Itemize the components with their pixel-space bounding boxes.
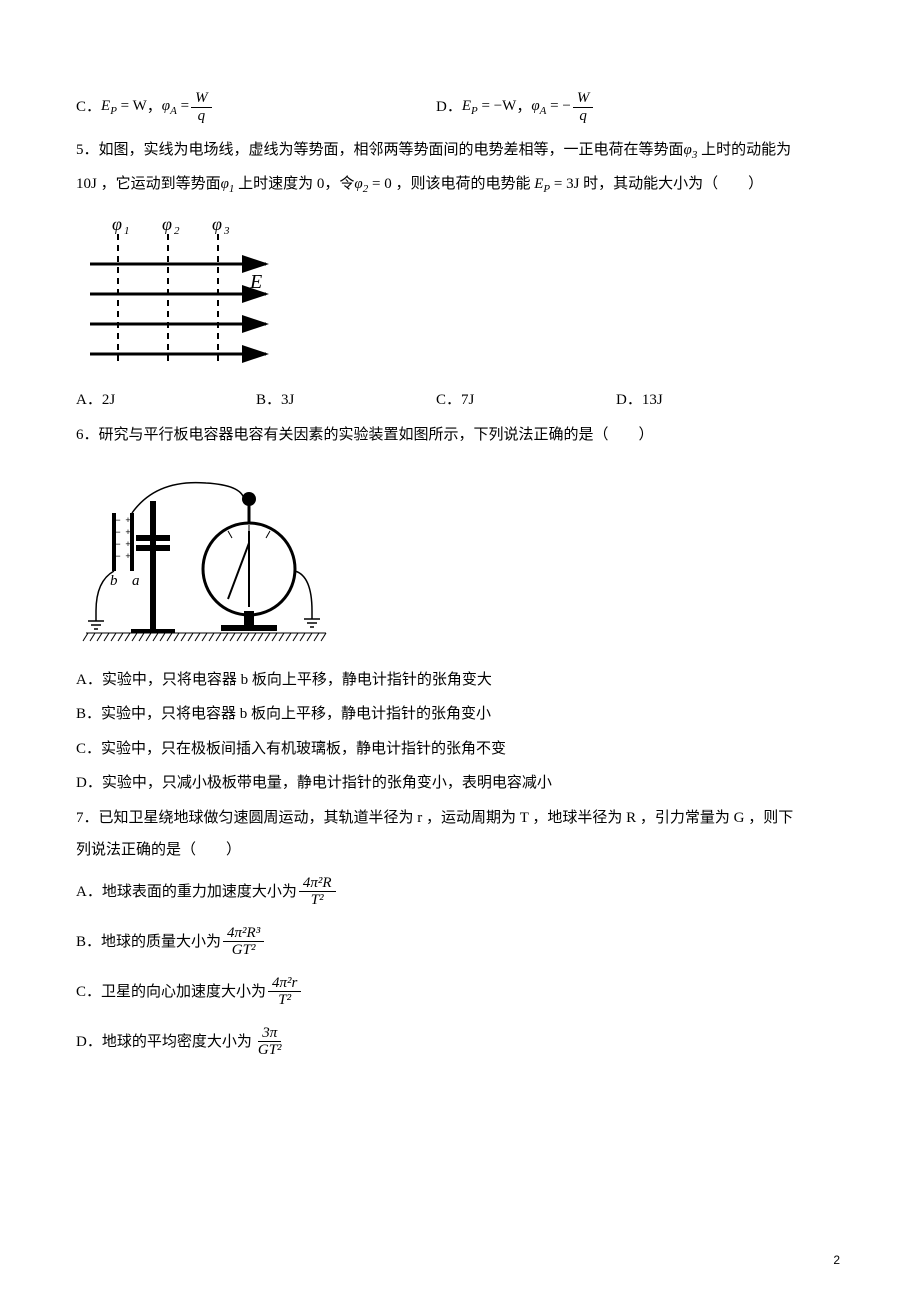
- sub: P: [110, 105, 117, 117]
- eq: =: [177, 98, 189, 114]
- svg-text:−: −: [115, 551, 120, 561]
- svg-text:φ: φ: [212, 214, 222, 234]
- q5-option-d: D．13J: [616, 386, 796, 415]
- numerator: 4π²R: [299, 875, 336, 893]
- text: = 0 ，则该电荷的电势能: [368, 176, 534, 192]
- q6-option-b: B．实验中，只将电容器 b 板向上平移，静电计指针的张角变小: [76, 700, 844, 729]
- var: φ: [162, 98, 170, 114]
- text: 已知卫星绕地球做匀速圆周运动，其轨道半径为 r ，运动周期为 T ，地球半径为 …: [99, 810, 794, 826]
- comma: ，: [516, 93, 531, 122]
- q7-option-c: C． 卫星的向心加速度大小为 4π²r T²: [76, 975, 844, 1009]
- q7-option-d: D． 地球的平均密度大小为 3π GT²: [76, 1025, 844, 1059]
- eq: = −: [546, 98, 570, 114]
- svg-text:+: +: [125, 551, 130, 561]
- text: 地球的平均密度大小为: [102, 1028, 252, 1057]
- text: 如图，实线为电场线，虚线为等势面，相邻两等势面间的电势差相等，一正电荷在等势面: [99, 142, 684, 158]
- denominator: q: [194, 108, 210, 125]
- fraction: 4π²R³ GT²: [223, 925, 264, 959]
- q5-option-b: B．3J: [256, 386, 436, 415]
- svg-text:E: E: [249, 271, 262, 293]
- sub: P: [471, 105, 478, 117]
- svg-text:φ: φ: [162, 214, 172, 234]
- comma: ，: [147, 93, 162, 122]
- text: 研究与平行板电容器电容有关因素的实验装置如图所示，下列说法正确的是（ ）: [99, 427, 654, 443]
- q-num: 5．: [76, 142, 99, 158]
- svg-text:φ: φ: [112, 214, 122, 234]
- denominator: q: [575, 108, 591, 125]
- var: φ: [531, 98, 539, 114]
- svg-text:−: −: [115, 515, 120, 525]
- q5-option-c: C．7J: [436, 386, 616, 415]
- eq: = −W: [478, 98, 517, 114]
- fraction: W q: [191, 90, 212, 124]
- numerator: W: [573, 90, 594, 108]
- fraction: 3π GT²: [254, 1025, 286, 1059]
- svg-text:3: 3: [223, 225, 230, 237]
- q7-option-a: A． 地球表面的重力加速度大小为 4π²R T²: [76, 875, 844, 909]
- denominator: GT²: [254, 1042, 286, 1059]
- q6-option-c: C．实验中，只在极板间插入有机玻璃板，静电计指针的张角不变: [76, 735, 844, 764]
- q4-option-c: C． EP = W ， φA = W q: [76, 90, 436, 124]
- opt-letter: B．: [76, 928, 101, 957]
- q5-option-a: A．2J: [76, 386, 256, 415]
- q-num: 6．: [76, 427, 99, 443]
- q7-stem2: 列说法正确的是（ ）: [76, 836, 844, 865]
- denominator: GT²: [228, 942, 260, 959]
- var: E: [101, 98, 110, 114]
- label-b: b: [110, 573, 118, 589]
- q7-stem1: 7．已知卫星绕地球做匀速圆周运动，其轨道半径为 r ，运动周期为 T ，地球半径…: [76, 804, 844, 833]
- numerator: W: [191, 90, 212, 108]
- svg-text:2: 2: [174, 225, 180, 237]
- svg-text:+: +: [125, 539, 130, 549]
- denominator: T²: [307, 892, 328, 909]
- var: E: [534, 176, 543, 192]
- opt-letter: C．: [76, 978, 101, 1007]
- svg-text:−: −: [115, 527, 120, 537]
- q5-options: A．2J B．3J C．7J D．13J: [76, 386, 844, 415]
- fraction: 4π²r T²: [268, 975, 301, 1009]
- numerator: 3π: [258, 1025, 281, 1043]
- svg-text:+: +: [125, 515, 130, 525]
- q7-option-b: B． 地球的质量大小为 4π²R³ GT²: [76, 925, 844, 959]
- text: 地球的质量大小为: [101, 928, 221, 957]
- var: φ: [684, 142, 692, 158]
- sub: A: [170, 105, 177, 117]
- text: 上时速度为 0，令: [234, 176, 354, 192]
- page-number: 2: [833, 1249, 840, 1272]
- text: 地球表面的重力加速度大小为: [102, 878, 297, 907]
- opt-letter: D．: [436, 93, 462, 122]
- opt-letter: A．: [76, 878, 102, 907]
- eq: = W: [117, 98, 147, 114]
- opt-letter: C．: [76, 93, 101, 122]
- opt-letter: D．: [76, 1028, 102, 1057]
- q-num: 7．: [76, 810, 99, 826]
- q4-options-cd: C． EP = W ， φA = W q D． EP = −W ， φA = −…: [76, 90, 844, 124]
- q6-option-a: A．实验中，只将电容器 b 板向上平移，静电计指针的张角变大: [76, 666, 844, 695]
- var: φ: [354, 176, 362, 192]
- q6-figure: − − − − + + + + b a: [76, 461, 336, 651]
- text: 上时的动能为: [697, 142, 791, 158]
- text: 10J ，它运动到等势面: [76, 176, 221, 192]
- text: 卫星的向心加速度大小为: [101, 978, 266, 1007]
- svg-text:−: −: [115, 539, 120, 549]
- var: E: [462, 98, 471, 114]
- svg-text:+: +: [125, 527, 130, 537]
- text: = 3J 时，其动能大小为（ ）: [550, 176, 763, 192]
- denominator: T²: [274, 992, 295, 1009]
- q6-option-d: D．实验中，只减小极板带电量，静电计指针的张角变小，表明电容减小: [76, 769, 844, 798]
- numerator: 4π²R³: [223, 925, 264, 943]
- q5-stem-line2: 10J ，它运动到等势面φ1 上时速度为 0，令φ2 = 0 ，则该电荷的电势能…: [76, 170, 844, 200]
- fraction: W q: [573, 90, 594, 124]
- svg-text:1: 1: [124, 225, 130, 237]
- numerator: 4π²r: [268, 975, 301, 993]
- q5-figure: φ1φ2φ3E: [76, 214, 276, 374]
- q4-option-d: D． EP = −W ， φA = − W q: [436, 90, 595, 124]
- fraction: 4π²R T²: [299, 875, 336, 909]
- label-a: a: [132, 573, 140, 589]
- q6-stem: 6．研究与平行板电容器电容有关因素的实验装置如图所示，下列说法正确的是（ ）: [76, 421, 844, 450]
- q5-stem-line1: 5．如图，实线为电场线，虚线为等势面，相邻两等势面间的电势差相等，一正电荷在等势…: [76, 136, 844, 166]
- var: φ: [221, 176, 229, 192]
